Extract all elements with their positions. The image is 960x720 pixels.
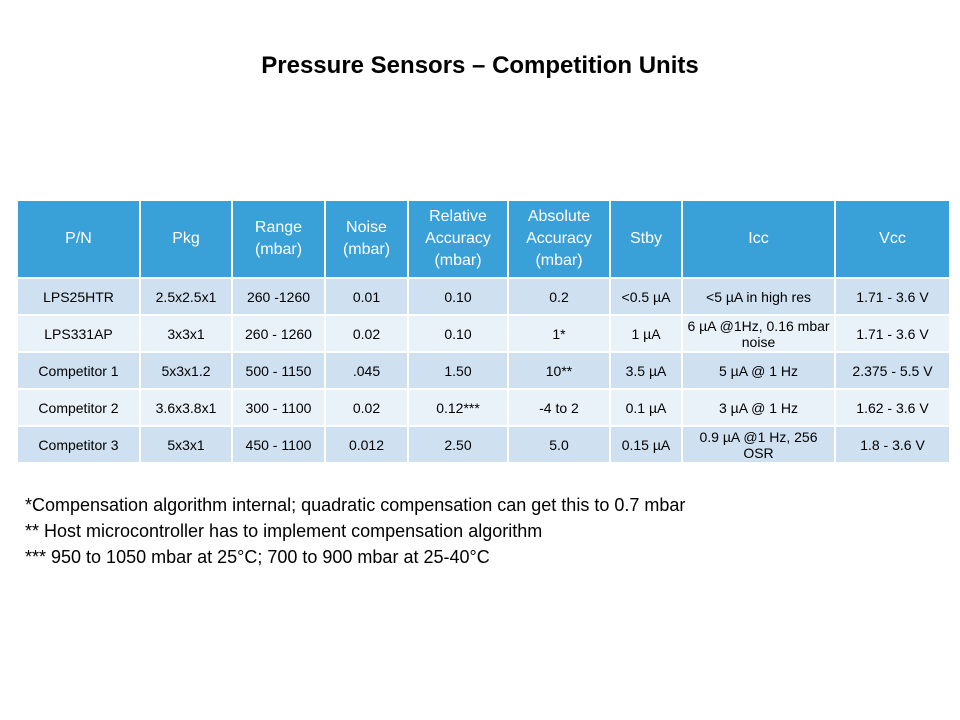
- table-cell: 5x3x1.2: [139, 351, 233, 390]
- table-cell: 1.71 - 3.6 V: [834, 314, 951, 353]
- table-cell: 450 - 1100: [231, 425, 326, 464]
- table-cell: 0.1 µA: [609, 388, 683, 427]
- table-cell: 0.2: [507, 277, 611, 316]
- column-header: Pkg: [139, 199, 233, 279]
- table-cell: 0.012: [324, 425, 409, 464]
- column-header: Stby: [609, 199, 683, 279]
- table-cell: 0.10: [407, 314, 509, 353]
- table-cell: -4 to 2: [507, 388, 611, 427]
- table-row: LPS25HTR 2.5x2.5x1 260 -1260 0.01 0.10 0…: [16, 277, 951, 316]
- column-header: P/N: [16, 199, 141, 279]
- table-row: Competitor 2 3.6x3.8x1 300 - 1100 0.02 0…: [16, 388, 951, 427]
- table-cell: 0.01: [324, 277, 409, 316]
- table-row: Competitor 3 5x3x1 450 - 1100 0.012 2.50…: [16, 425, 951, 464]
- table-cell: 1.71 - 3.6 V: [834, 277, 951, 316]
- table-cell: 0.12***: [407, 388, 509, 427]
- table-cell: 1*: [507, 314, 611, 353]
- table-cell: 5 µA @ 1 Hz: [681, 351, 836, 390]
- table-cell: <0.5 µA: [609, 277, 683, 316]
- table-cell: 3.6x3.8x1: [139, 388, 233, 427]
- table-cell: 260 -1260: [231, 277, 326, 316]
- table-cell: Competitor 2: [16, 388, 141, 427]
- table-cell: 2.375 - 5.5 V: [834, 351, 951, 390]
- footnote: ** Host microcontroller has to implement…: [25, 521, 543, 541]
- table-cell: Competitor 1: [16, 351, 141, 390]
- table-cell: <5 µA in high res: [681, 277, 836, 316]
- table-header-row: P/N Pkg Range (mbar) Noise (mbar) Relati…: [16, 199, 951, 279]
- table-cell: 6 µA @1Hz, 0.16 mbar noise: [681, 314, 836, 353]
- table-cell: 10**: [507, 351, 611, 390]
- table-cell: 5.0: [507, 425, 611, 464]
- page-title: Pressure Sensors – Competition Units: [261, 52, 699, 79]
- table-cell: 0.9 µA @1 Hz, 256 OSR: [681, 425, 836, 464]
- table-cell: 0.10: [407, 277, 509, 316]
- table-cell: 2.50: [407, 425, 509, 464]
- table-cell: 260 - 1260: [231, 314, 326, 353]
- table-cell: Competitor 3: [16, 425, 141, 464]
- table-cell: 5x3x1: [139, 425, 233, 464]
- table-cell: 3 µA @ 1 Hz: [681, 388, 836, 427]
- table-cell: 1.50: [407, 351, 509, 390]
- column-header: Noise (mbar): [324, 199, 409, 279]
- column-header: Icc: [681, 199, 836, 279]
- column-header: Vcc: [834, 199, 951, 279]
- table-cell: 3x3x1: [139, 314, 233, 353]
- table-row: Competitor 1 5x3x1.2 500 - 1150 .045 1.5…: [16, 351, 951, 390]
- table-cell: 0.02: [324, 314, 409, 353]
- table-cell: 0.02: [324, 388, 409, 427]
- footnotes: *Compensation algorithm internal; quadra…: [25, 492, 685, 570]
- table-cell: 0.15 µA: [609, 425, 683, 464]
- table-cell: LPS331AP: [16, 314, 141, 353]
- column-header: Absolute Accuracy (mbar): [507, 199, 611, 279]
- table-cell: .045: [324, 351, 409, 390]
- comparison-table: P/N Pkg Range (mbar) Noise (mbar) Relati…: [16, 199, 951, 464]
- table-cell: 2.5x2.5x1: [139, 277, 233, 316]
- table-cell: LPS25HTR: [16, 277, 141, 316]
- table-cell: 1.8 - 3.6 V: [834, 425, 951, 464]
- table-cell: 3.5 µA: [609, 351, 683, 390]
- table-cell: 1.62 - 3.6 V: [834, 388, 951, 427]
- footnote: *Compensation algorithm internal; quadra…: [25, 495, 686, 515]
- table-cell: 300 - 1100: [231, 388, 326, 427]
- table-cell: 1 µA: [609, 314, 683, 353]
- table-cell: 500 - 1150: [231, 351, 326, 390]
- column-header: Range (mbar): [231, 199, 326, 279]
- column-header: Relative Accuracy (mbar): [407, 199, 509, 279]
- table-row: LPS331AP 3x3x1 260 - 1260 0.02 0.10 1* 1…: [16, 314, 951, 353]
- footnote: *** 950 to 1050 mbar at 25°C; 700 to 900…: [25, 547, 490, 567]
